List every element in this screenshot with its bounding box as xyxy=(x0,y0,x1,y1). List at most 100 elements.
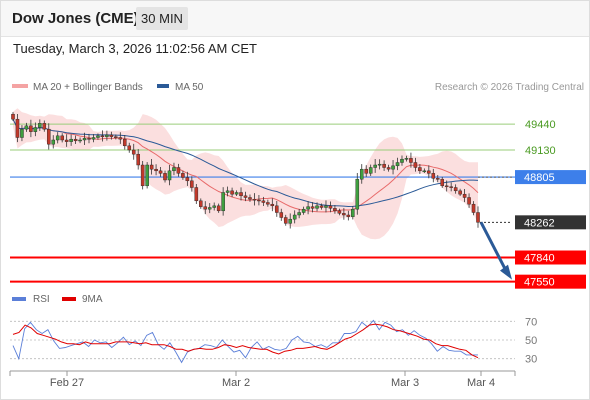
candle-body xyxy=(64,139,69,142)
candle xyxy=(78,137,82,144)
candle-body xyxy=(239,192,243,197)
candle-body xyxy=(140,164,145,187)
candle xyxy=(297,208,301,219)
candle xyxy=(422,168,427,174)
candle xyxy=(149,159,154,175)
candle xyxy=(127,142,132,153)
candle-body xyxy=(100,135,105,138)
candle-body xyxy=(377,163,382,166)
candle-body xyxy=(449,186,453,188)
candle xyxy=(377,159,382,170)
candle xyxy=(216,203,221,213)
candle xyxy=(243,191,248,202)
candle xyxy=(158,167,163,177)
candle-body xyxy=(346,214,351,217)
candle-body xyxy=(96,135,100,138)
candle xyxy=(230,187,234,198)
candle-body xyxy=(306,206,310,210)
candle xyxy=(15,114,20,143)
candle-body xyxy=(279,212,284,218)
pivot-badge xyxy=(515,170,586,185)
candle-body xyxy=(194,187,199,202)
candle-body xyxy=(230,190,234,195)
candle-body xyxy=(47,128,51,145)
candle xyxy=(476,206,480,228)
candle xyxy=(185,171,190,186)
candle-body xyxy=(283,217,288,224)
candle xyxy=(181,170,185,180)
header-bar: Dow Jones (CME) 30 MIN xyxy=(0,0,590,37)
candle xyxy=(225,186,230,197)
candle-body xyxy=(301,208,306,213)
candle-body xyxy=(400,158,404,163)
candle-body xyxy=(373,164,377,168)
candle-body xyxy=(20,128,24,138)
candle xyxy=(47,123,51,150)
candle-body xyxy=(105,134,109,137)
candle-body xyxy=(342,213,346,216)
candle xyxy=(100,130,105,142)
candle-body xyxy=(172,167,176,172)
candle xyxy=(123,135,127,150)
candle xyxy=(167,165,172,186)
candle-body xyxy=(409,158,413,163)
candle xyxy=(324,200,328,213)
candle xyxy=(42,120,47,132)
candle-body xyxy=(221,192,225,212)
candle xyxy=(368,164,373,176)
candle xyxy=(163,170,167,183)
candle-body xyxy=(319,205,324,208)
rsi-9ma-line xyxy=(12,323,479,359)
candle-body xyxy=(458,190,462,195)
candle xyxy=(55,132,60,144)
candle xyxy=(355,173,360,215)
candle-body xyxy=(207,207,212,210)
candle xyxy=(11,112,15,122)
time-tick-label: Mar 4 xyxy=(467,377,495,389)
candle-body xyxy=(190,180,194,188)
candle xyxy=(109,131,114,140)
candle-body xyxy=(158,170,163,174)
candle xyxy=(333,205,337,214)
timeframe-button[interactable]: 30 MIN xyxy=(136,7,188,30)
candle-body xyxy=(413,162,418,168)
candle xyxy=(73,135,78,145)
candle-body xyxy=(11,113,15,120)
candle-body xyxy=(395,162,400,167)
support-badge xyxy=(515,274,586,289)
candle-body xyxy=(131,149,136,155)
candle-body xyxy=(163,173,167,181)
candle-body xyxy=(252,198,257,201)
candle-body xyxy=(38,123,42,128)
candle xyxy=(435,175,440,183)
candle xyxy=(69,134,73,146)
candle xyxy=(82,132,87,146)
candle xyxy=(337,208,342,216)
candle-body xyxy=(404,158,409,160)
candle-body xyxy=(261,200,266,203)
legend-label-rsi: RSI xyxy=(33,294,50,305)
candle xyxy=(239,187,243,201)
candle-body xyxy=(467,197,471,205)
candle xyxy=(427,165,431,179)
candle-body xyxy=(225,190,230,193)
candle-body xyxy=(351,208,355,217)
candle-body xyxy=(118,137,123,140)
candle-body xyxy=(123,138,127,147)
rsi-tick-label: 30 xyxy=(525,354,537,366)
candle xyxy=(29,119,33,138)
candle-body xyxy=(60,135,64,141)
candle-body xyxy=(476,212,480,223)
candle-body xyxy=(69,138,73,142)
candle xyxy=(105,130,109,141)
candle xyxy=(395,157,400,171)
candle xyxy=(51,135,56,149)
datetime-label: Tuesday, March 3, 2026 11:02:56 AM CET xyxy=(13,41,257,56)
pivot-label: 48805 xyxy=(524,172,555,184)
candle xyxy=(212,202,216,211)
candle-body xyxy=(422,170,427,173)
candle-body xyxy=(55,135,60,141)
candle-body xyxy=(87,138,91,140)
